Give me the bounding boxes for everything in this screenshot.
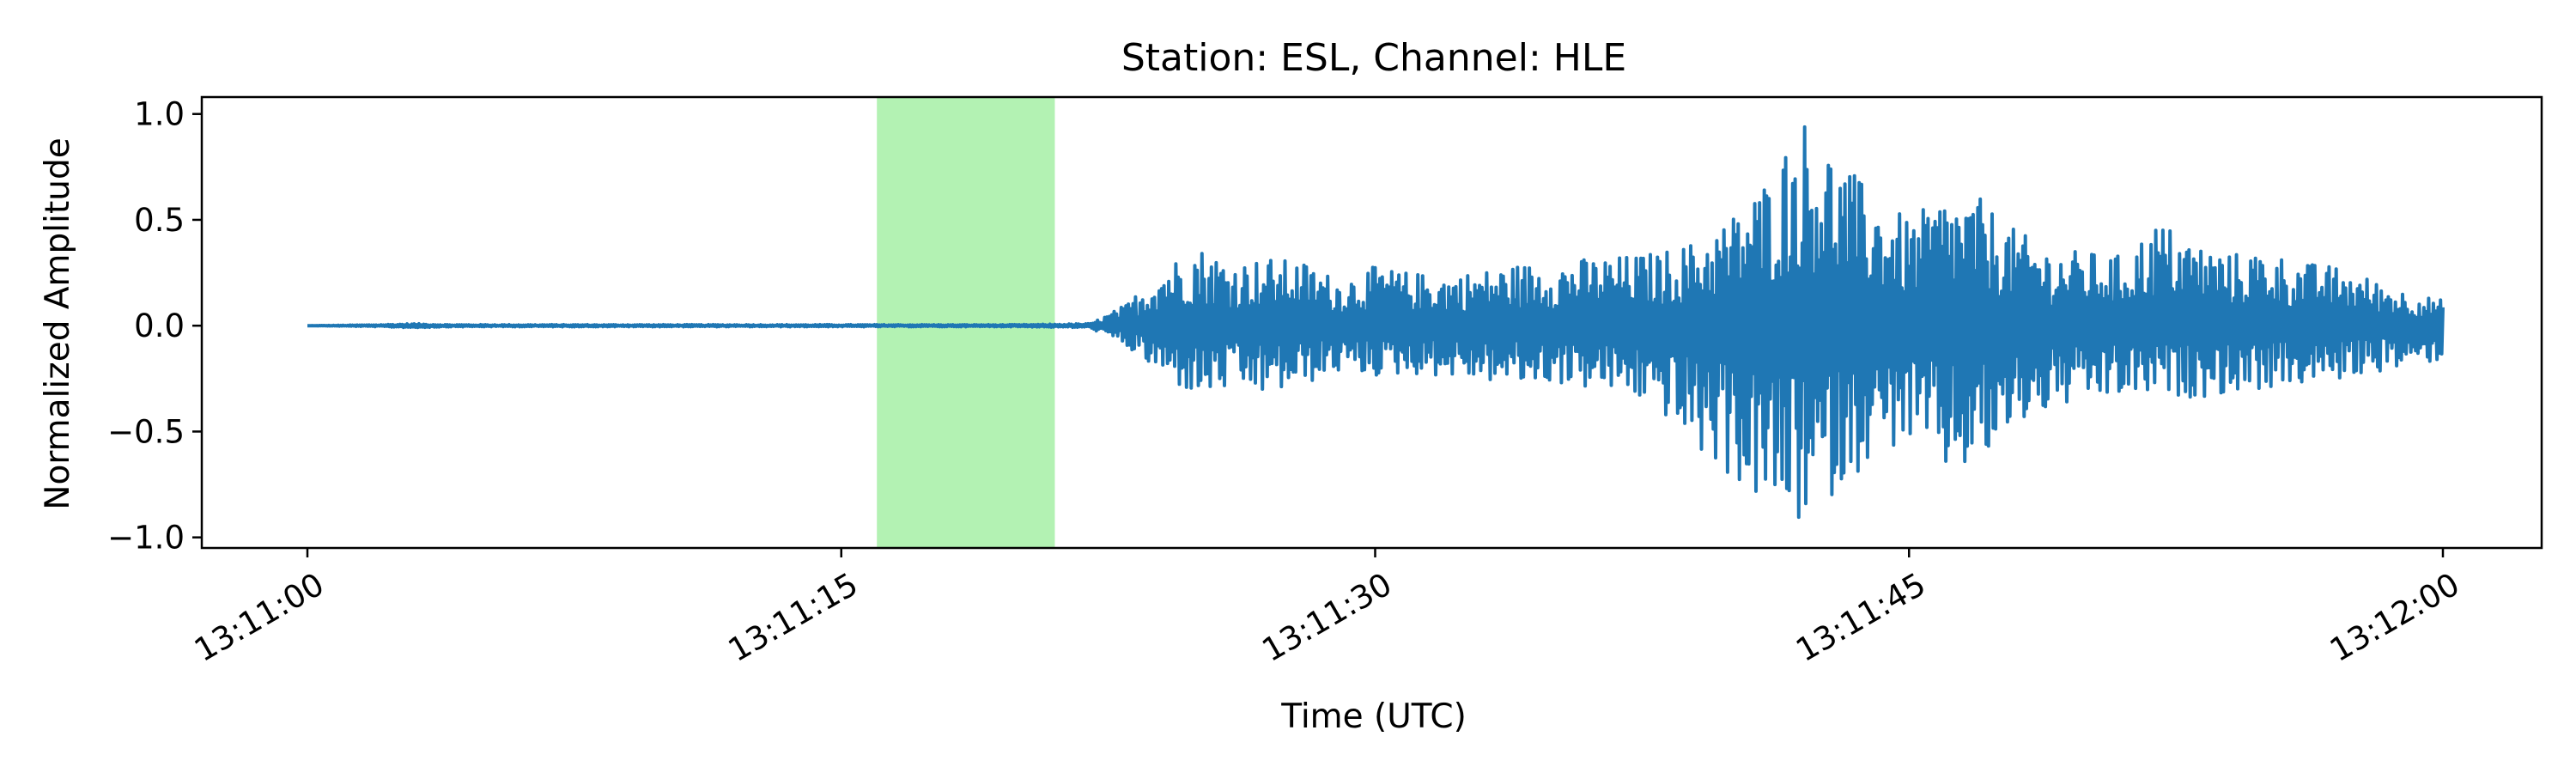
x-axis-label: Time (UTC) (1280, 697, 1467, 736)
x-axis: 13:11:00 13:11:15 13:11:30 13:11:45 13:12:00 (188, 548, 2466, 669)
plot-area (200, 95, 2543, 550)
x-tick-label: 13:11:15 (722, 566, 864, 669)
y-tick-label: 1.0 (134, 96, 185, 133)
x-tick-label: 13:12:00 (2324, 566, 2465, 669)
chart-title: Station: ESL, Channel: HLE (1121, 36, 1626, 80)
y-tick-label: 0.0 (134, 307, 185, 344)
y-axis: 1.0 0.5 0.0 −0.5 −1.0 (107, 96, 202, 557)
highlight-window (877, 97, 1055, 548)
plot-frame (200, 95, 2543, 550)
y-tick-label: 0.5 (134, 202, 185, 239)
y-axis-label: Normalized Amplitude (39, 137, 77, 509)
y-tick-label: −0.5 (107, 413, 185, 450)
x-tick-label: 13:11:00 (188, 566, 330, 669)
waveform-trace (307, 125, 2445, 520)
y-tick-label: −1.0 (107, 520, 185, 557)
x-tick-label: 13:11:45 (1789, 566, 1931, 669)
x-tick-label: 13:11:30 (1256, 566, 1398, 669)
